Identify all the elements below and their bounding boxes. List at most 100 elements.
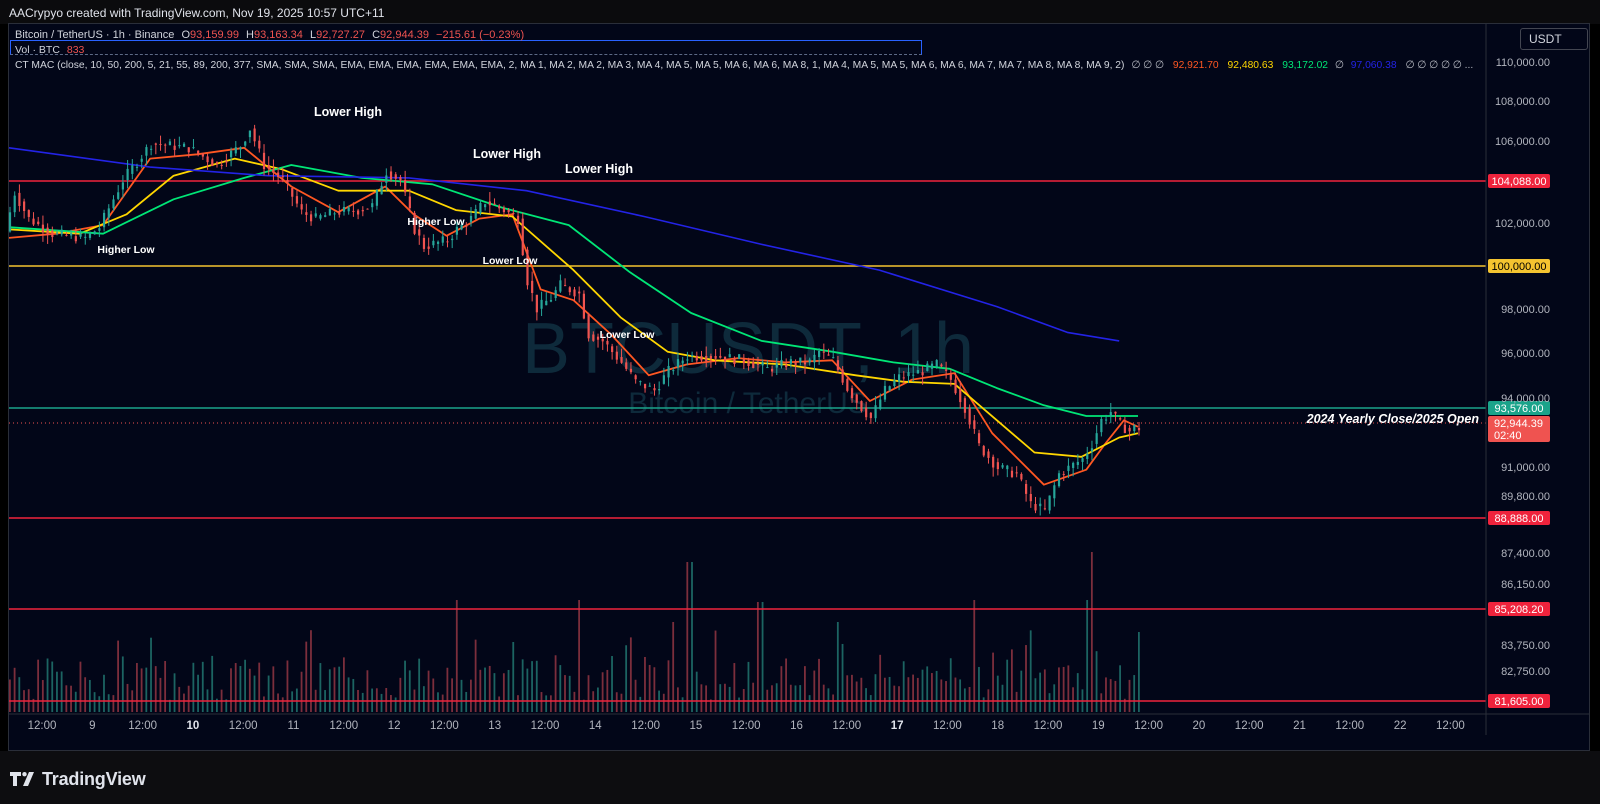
volume-bar: [540, 692, 543, 712]
volume-bar: [978, 666, 980, 712]
volume-bar: [474, 639, 477, 712]
candle-body: [8, 212, 12, 232]
candle-body: [361, 210, 364, 212]
tradingview-logo[interactable]: TradingView: [10, 768, 146, 790]
candle-body: [324, 215, 327, 218]
candle-body: [921, 372, 924, 376]
candle-body: [1025, 483, 1028, 494]
volume-bar: [578, 600, 581, 712]
candle-body: [973, 420, 976, 429]
volume-bar: [818, 658, 820, 712]
candle-body: [126, 168, 129, 181]
candle-body: [596, 336, 600, 340]
candle-body: [1015, 472, 1018, 474]
level-price-label: 88,888.00: [1495, 513, 1544, 525]
volume-bar: [606, 669, 609, 712]
time-tick-label: 22: [1394, 720, 1407, 732]
price-tick-label: 98,000.00: [1501, 304, 1550, 316]
candle-body: [945, 369, 948, 371]
level-price-tag: [1488, 401, 1550, 415]
candle-body: [691, 354, 694, 356]
volume-bar: [51, 661, 54, 712]
volume-bar: [1001, 684, 1004, 712]
candle-body: [371, 203, 374, 208]
candle-body: [949, 374, 952, 380]
legend-ind-value-4: 97,060.38: [1350, 60, 1397, 71]
candle-body: [507, 210, 510, 213]
candle-body: [912, 374, 915, 376]
price-axis[interactable]: 104,088.00 100,000.00 93,576.00 88,888.00 85…: [1485, 24, 1550, 735]
candle-body: [366, 208, 369, 210]
swing-annotation: Lower High: [314, 105, 382, 119]
candle-body: [300, 204, 303, 210]
volume-bar: [164, 661, 167, 712]
candle-body: [338, 212, 341, 215]
volume-bar: [1048, 693, 1051, 712]
currency-selector[interactable]: USDT: [1520, 28, 1588, 50]
candle-body: [394, 174, 397, 179]
volume-bar: [117, 640, 119, 712]
legend-indicator-empty: ∅ ∅ ∅: [1131, 60, 1164, 71]
volume-bar: [422, 686, 425, 712]
legend-ind-value-1: 92,921.70: [1172, 60, 1219, 71]
candle-body: [154, 143, 157, 145]
volume-bar: [258, 662, 261, 712]
volume-bar: [18, 677, 21, 712]
candle-body: [869, 412, 872, 419]
candle-body: [926, 363, 929, 371]
chart-frame[interactable]: [8, 23, 1590, 751]
time-axis[interactable]: 12:00 9 12:00 10 12:00 11 12:00 12 12:00 13 12:00 1…: [9, 713, 1590, 732]
candle-body: [526, 249, 529, 286]
candle-body: [1119, 418, 1122, 420]
level-price-label: 85,208.20: [1495, 604, 1544, 616]
candle-body: [32, 218, 35, 225]
candle-body: [197, 150, 200, 154]
swing-annotation: Lower Low: [483, 255, 539, 267]
candle-body: [121, 182, 124, 190]
volume-bar: [865, 688, 867, 712]
candle-body: [1104, 419, 1108, 421]
candle-body: [676, 359, 680, 368]
candle-body: [977, 433, 981, 444]
candle-body: [822, 351, 825, 353]
legend-box: [10, 40, 922, 55]
candle-body: [187, 147, 190, 153]
legend-volume-label[interactable]: Vol · BTC: [15, 44, 60, 56]
candle-body: [225, 161, 228, 163]
volume-bar: [272, 666, 275, 712]
volume-bar: [719, 684, 722, 712]
volume-bar: [178, 686, 181, 712]
candle-body: [291, 188, 294, 197]
candle-body: [940, 364, 943, 367]
candle-body: [723, 356, 727, 362]
candle-body: [648, 385, 651, 387]
volume-bar: [1010, 649, 1013, 712]
volume-bar: [211, 655, 214, 712]
candle-body: [375, 190, 379, 206]
candle-body: [168, 141, 172, 146]
candle-body: [879, 399, 882, 409]
volume-bar: [342, 657, 345, 712]
legend-indicator[interactable]: CT MAC (close, 10, 50, 200, 5, 21, 55, 8…: [15, 60, 1125, 71]
candle-body: [88, 232, 92, 238]
volume-bar: [484, 667, 486, 712]
volume-bar: [695, 671, 698, 712]
time-tick-label: 12:00: [732, 720, 761, 732]
candle-body: [74, 236, 77, 242]
candle-body: [145, 147, 148, 156]
time-tick-label: 14: [589, 720, 602, 732]
candle-body: [159, 144, 162, 146]
candle-body: [855, 394, 858, 403]
candle-body: [164, 144, 167, 146]
volume-bar: [662, 693, 665, 712]
candle-body: [333, 213, 336, 215]
candle-body: [512, 212, 515, 215]
candle-body: [540, 299, 543, 309]
volume-bar: [441, 694, 444, 712]
volume-bar: [150, 637, 152, 712]
volume-bar: [893, 685, 896, 712]
candle-body: [239, 147, 242, 150]
legend-symbol[interactable]: Bitcoin / TetherUS · 1h · Binance: [15, 29, 175, 41]
candle-body: [37, 221, 40, 224]
